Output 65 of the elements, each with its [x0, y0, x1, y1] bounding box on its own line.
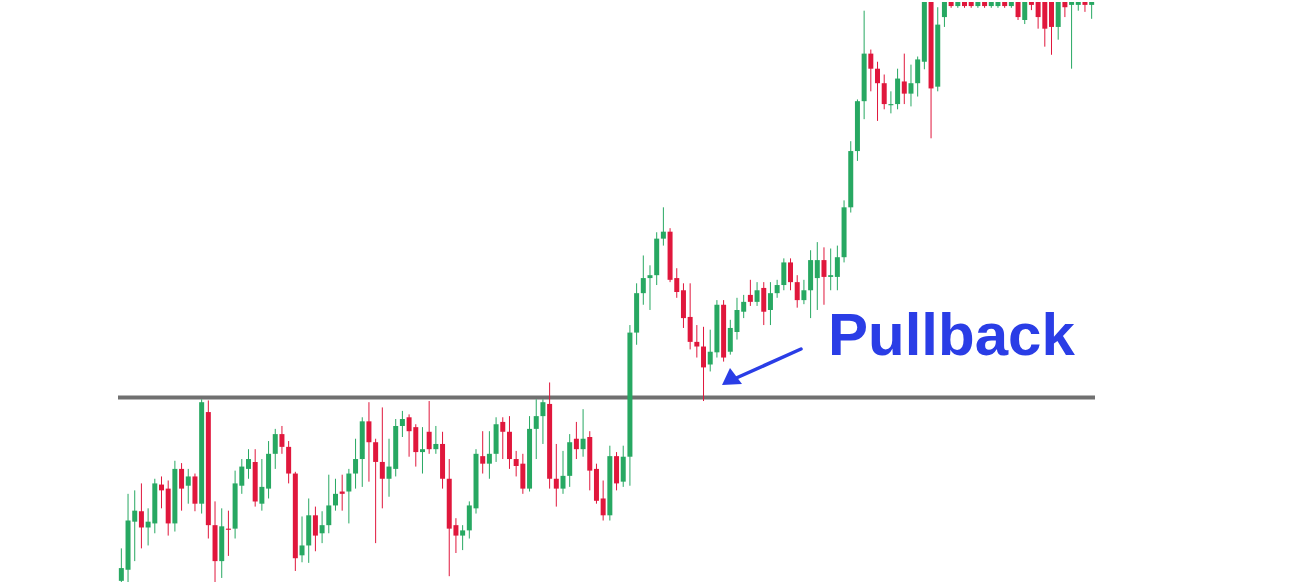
candlestick [245, 448, 251, 480]
candlestick [138, 482, 144, 549]
candlestick [915, 56, 921, 98]
candlestick [788, 257, 794, 291]
candlestick [767, 281, 773, 326]
candlestick [774, 279, 780, 299]
candlestick [1082, 1, 1088, 13]
candlestick [319, 510, 325, 544]
candlestick [259, 458, 265, 512]
candlestick [118, 547, 124, 583]
candlestick [366, 401, 372, 483]
candlestick [553, 443, 559, 508]
candlestick [834, 245, 840, 291]
candlestick [433, 425, 439, 455]
candlestick [279, 425, 285, 455]
candlestick [941, 1, 947, 28]
candlestick [868, 49, 874, 92]
candlestick [399, 410, 405, 438]
candlestick [426, 400, 432, 455]
candlestick [486, 430, 492, 480]
candlestick [1022, 1, 1028, 25]
candlestick [573, 421, 579, 460]
candlestick [580, 408, 586, 458]
candlestick [821, 246, 827, 306]
candlestick [875, 61, 881, 122]
candlestick [781, 257, 787, 291]
candlestick [332, 478, 338, 512]
candlestick [881, 74, 887, 110]
candlestick [299, 515, 305, 563]
candlestick [901, 53, 907, 105]
candlestick [814, 241, 820, 311]
candlestick [353, 438, 359, 490]
candlestick [179, 462, 185, 512]
candlestick [761, 281, 767, 326]
candlestick [741, 294, 747, 319]
candlestick [419, 426, 425, 475]
candlestick [560, 450, 566, 495]
candlestick [540, 398, 546, 445]
candlestick [701, 326, 707, 402]
candlestick [801, 279, 807, 305]
candlestick [747, 279, 753, 307]
candlestick [272, 428, 278, 470]
candlestick [754, 281, 760, 307]
candlestick [640, 254, 646, 306]
candlestick [326, 474, 332, 534]
candlestick [346, 468, 352, 524]
candlestick [707, 329, 713, 372]
candlestick [373, 438, 379, 544]
candlestick [1062, 1, 1068, 18]
candlestick [647, 264, 653, 311]
candlestick [1069, 1, 1075, 70]
candlestick [794, 274, 800, 309]
candlestick [694, 324, 700, 359]
candlestick [185, 468, 191, 505]
annotation: Pullback [828, 300, 1076, 368]
candlestick [312, 506, 318, 552]
candlestick [480, 430, 486, 475]
candlestick [828, 248, 834, 291]
candlestick [379, 406, 385, 509]
candlestick [500, 416, 506, 460]
candlestick [460, 524, 466, 551]
candlestick [533, 398, 539, 460]
candlestick [908, 64, 914, 107]
candlestick [660, 206, 666, 247]
candlestick [600, 480, 606, 522]
